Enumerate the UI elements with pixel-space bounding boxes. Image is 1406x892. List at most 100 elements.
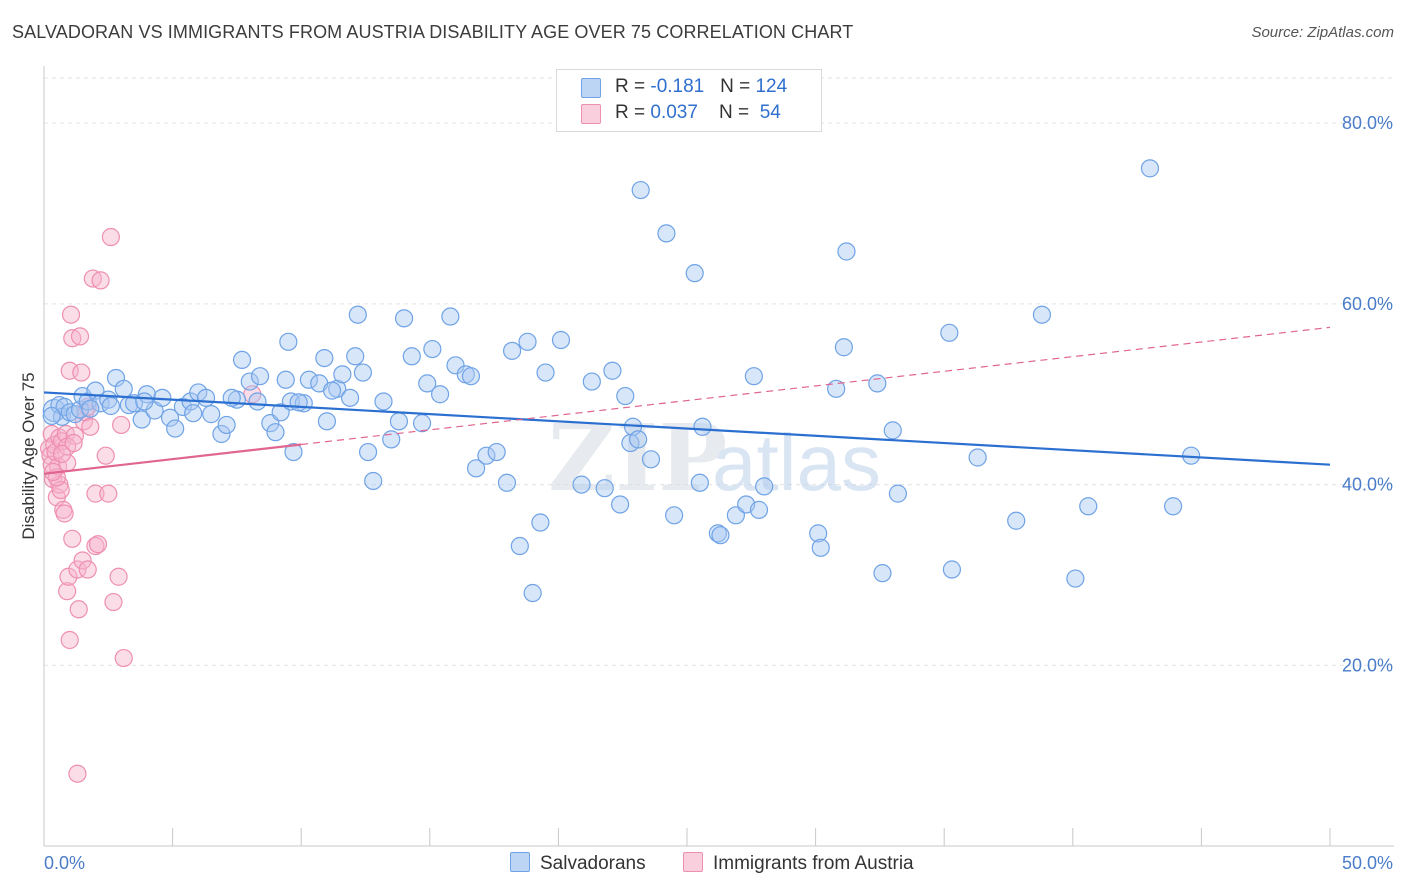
legend-n-value: 124 xyxy=(755,76,788,97)
point-salvadorans xyxy=(616,386,635,406)
legend: R = -0.181 N = 124 R = 0.037 N = 54 xyxy=(556,69,822,132)
point-salvadorans xyxy=(685,264,704,283)
point-salvadorans xyxy=(551,330,571,350)
legend-r-value: 0.037 xyxy=(650,102,698,123)
point-salvadorans xyxy=(461,367,481,386)
point-austria xyxy=(78,560,97,579)
point-salvadorans xyxy=(1164,497,1183,516)
point-salvadorans xyxy=(873,564,892,583)
point-salvadorans xyxy=(888,484,908,503)
point-salvadorans xyxy=(430,385,450,404)
point-salvadorans xyxy=(940,323,959,342)
point-salvadorans xyxy=(348,305,367,324)
chart-title: SALVADORAN VS IMMIGRANTS FROM AUSTRIA DI… xyxy=(12,22,854,42)
point-austria xyxy=(61,305,81,324)
point-salvadorans xyxy=(101,396,120,416)
point-austria xyxy=(88,535,108,554)
trend-austria-dashed xyxy=(301,326,1331,446)
point-austria xyxy=(46,442,65,462)
point-salvadorans xyxy=(834,338,853,357)
point-salvadorans xyxy=(160,408,180,427)
point-salvadorans xyxy=(536,363,555,382)
point-salvadorans xyxy=(353,363,373,382)
bottom-legend-salvadorans: Salvadorans xyxy=(510,852,646,875)
point-austria xyxy=(72,363,91,382)
point-salvadorans xyxy=(441,307,460,326)
gridlines xyxy=(44,77,1394,666)
point-austria xyxy=(55,504,74,523)
point-salvadorans xyxy=(284,442,303,462)
point-salvadorans xyxy=(389,412,409,431)
point-austria xyxy=(81,417,100,436)
point-salvadorans xyxy=(518,332,537,351)
point-salvadorans xyxy=(629,430,648,449)
point-salvadorans xyxy=(868,374,887,393)
point-salvadorans xyxy=(665,506,684,525)
point-salvadorans xyxy=(212,424,231,444)
x-tick-labels: 0.0% 50.0% xyxy=(44,853,1393,873)
y-axis-title: Disability Age Over 75 xyxy=(19,372,38,539)
point-salvadorans xyxy=(631,180,650,200)
point-austria xyxy=(60,630,79,650)
point-austria xyxy=(101,227,120,247)
legend-r-value: -0.181 xyxy=(650,76,705,97)
series-austria-points xyxy=(40,227,262,783)
point-salvadorans xyxy=(250,367,270,386)
point-austria xyxy=(52,444,72,463)
trend-austria-solid xyxy=(43,443,302,475)
point-salvadorans xyxy=(657,224,676,243)
point-salvadorans xyxy=(503,341,522,360)
point-salvadorans xyxy=(755,477,774,496)
point-salvadorans xyxy=(582,372,601,391)
point-salvadorans xyxy=(412,414,432,433)
point-salvadorans xyxy=(510,536,529,556)
point-salvadorans xyxy=(217,415,236,435)
bottom-legend-swatch-pink xyxy=(683,852,703,872)
point-austria xyxy=(73,551,92,570)
point-salvadorans xyxy=(364,471,383,491)
point-salvadorans xyxy=(266,423,285,442)
point-austria xyxy=(112,415,131,435)
point-salvadorans xyxy=(1007,511,1026,530)
point-austria xyxy=(104,592,123,612)
point-salvadorans xyxy=(248,392,267,411)
y-tick-label: 60.0% xyxy=(1342,294,1393,314)
point-salvadorans xyxy=(497,473,517,492)
point-salvadorans xyxy=(744,367,763,386)
watermark: ZIP atlas xyxy=(548,404,881,512)
legend-n-label: N = xyxy=(720,76,756,97)
point-salvadorans xyxy=(883,421,902,440)
y-tick-label: 20.0% xyxy=(1342,655,1393,675)
point-salvadorans xyxy=(749,500,769,519)
point-salvadorans xyxy=(42,406,61,426)
point-austria xyxy=(63,529,82,548)
point-salvadorans xyxy=(346,347,365,366)
point-salvadorans xyxy=(603,361,622,380)
point-salvadorans xyxy=(299,370,319,389)
point-salvadorans xyxy=(317,412,337,431)
point-salvadorans xyxy=(358,442,378,462)
point-salvadorans xyxy=(572,475,591,494)
point-salvadorans xyxy=(1066,569,1085,588)
point-salvadorans xyxy=(132,410,151,429)
trend-salvadorans xyxy=(43,391,1331,466)
point-salvadorans xyxy=(693,417,712,436)
point-salvadorans xyxy=(523,583,542,603)
point-salvadorans xyxy=(114,379,133,398)
point-salvadorans xyxy=(402,347,421,366)
point-salvadorans xyxy=(446,356,465,375)
point-salvadorans xyxy=(1079,497,1098,516)
point-salvadorans xyxy=(711,526,730,545)
point-austria xyxy=(99,484,118,503)
legend-r-label: R = xyxy=(615,102,651,123)
point-salvadorans xyxy=(477,446,496,465)
point-austria xyxy=(114,648,133,668)
point-salvadorans xyxy=(690,473,709,492)
point-salvadorans xyxy=(322,381,342,400)
legend-swatch-blue xyxy=(581,78,601,98)
legend-n-label: N = xyxy=(719,102,755,123)
x-tick-label: 0.0% xyxy=(44,853,85,873)
y-tick-label: 80.0% xyxy=(1342,113,1393,133)
point-salvadorans xyxy=(184,404,203,423)
